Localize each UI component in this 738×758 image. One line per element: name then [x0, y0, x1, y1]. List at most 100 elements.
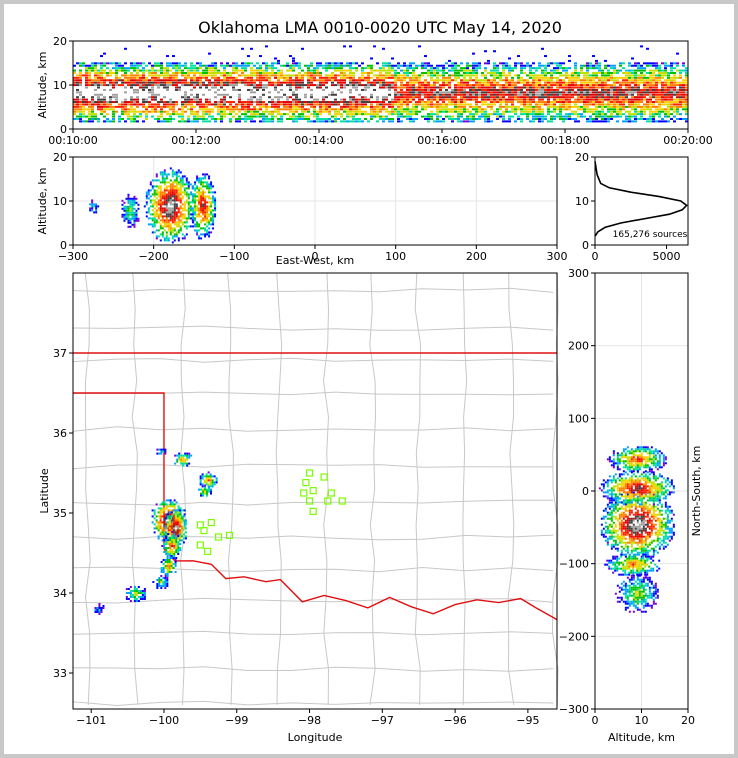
- lma-station-marker: [204, 547, 212, 556]
- ns-density-cell: [604, 553, 661, 576]
- altitude-time-density: [73, 45, 688, 123]
- y-tick-label: 20: [53, 35, 67, 48]
- ns-density-cell: [606, 446, 667, 473]
- x-tick-label: −95: [516, 714, 539, 727]
- y-axis-label: Altitude, km: [36, 51, 49, 118]
- lma-station-marker: [305, 497, 314, 505]
- plan-density-cell: [174, 452, 193, 467]
- x-tick-label: 00:16:00: [417, 134, 466, 147]
- x-tick-label: 00:10:00: [48, 134, 97, 147]
- x-tick-label: 00:12:00: [171, 134, 220, 147]
- x-tick-label: 20: [681, 714, 695, 727]
- source-count-label: 165,276 sources: [613, 230, 688, 240]
- lma-station-marker: [300, 489, 308, 497]
- county-line: [72, 325, 554, 331]
- plan-view-map-panel: −101 −100 −99 −98 −97 −96 −95 33 34 35 36 37 Longitu…: [38, 272, 559, 744]
- x-tick-label: 5000: [653, 250, 681, 263]
- county-line: [72, 566, 554, 573]
- x-axis-label: Altitude, km: [608, 731, 675, 744]
- lma-station-marker: [302, 479, 310, 487]
- y-tick-label: 0: [60, 123, 67, 136]
- y-tick-label: 0: [60, 239, 67, 252]
- altitude-histogram-panel: 0 10 20 0 5000: [575, 151, 689, 263]
- x-tick-label: −101: [76, 714, 106, 727]
- lma-station-marker: [196, 521, 204, 529]
- chart-title: Oklahoma LMA 0010-0020 UTC May 14, 2020: [198, 18, 562, 37]
- y-tick-label: 300: [568, 267, 589, 280]
- x-tick-label: −96: [443, 714, 466, 727]
- lma-stations: [196, 469, 346, 556]
- x-tick-label: 100: [385, 250, 406, 263]
- x-tick-label: 0: [592, 714, 599, 727]
- x-axis-label: Longitude: [288, 731, 343, 744]
- ew-density-cell: [190, 173, 217, 240]
- county-line: [462, 272, 468, 706]
- county-line: [72, 287, 554, 293]
- county-line: [72, 463, 554, 470]
- county-line: [72, 499, 554, 506]
- y-tick-label: 0: [582, 485, 589, 498]
- x-tick-label: −99: [225, 714, 248, 727]
- x-tick-label: −100: [149, 714, 179, 727]
- y-tick-label: 10: [53, 79, 67, 92]
- county-line: [179, 272, 187, 706]
- x-tick-label: 10: [635, 714, 649, 727]
- county-line: [227, 272, 234, 706]
- county-line: [131, 272, 139, 706]
- plan-density-cell: [94, 603, 105, 615]
- ns-density-cell: [614, 574, 659, 613]
- county-line: [72, 357, 554, 363]
- altitude-time-panel: 0 10 20 00:10:00 00:12:00 00:14:00 00:16:00 00:…: [36, 35, 713, 147]
- county-line: [72, 700, 554, 707]
- plan-density-cell: [199, 471, 218, 488]
- x-tick-label: −200: [139, 250, 169, 263]
- y-tick-label: 0: [582, 239, 589, 252]
- red-river-border: [163, 548, 558, 621]
- ns-density-cell: [598, 469, 675, 506]
- plan-density-cell: [156, 448, 167, 455]
- county-line: [551, 272, 559, 706]
- lma-station-marker: [207, 518, 215, 527]
- texas-panhandle-border: [73, 392, 165, 549]
- lma-station-marker: [338, 497, 346, 505]
- county-line: [72, 630, 554, 636]
- county-line: [322, 272, 330, 706]
- y-tick-label: 36: [53, 427, 67, 440]
- county-line: [369, 272, 377, 706]
- county-line: [72, 666, 554, 672]
- y-tick-label: 200: [568, 340, 589, 353]
- x-tick-label: −98: [298, 714, 321, 727]
- x-tick-label: −100: [219, 250, 249, 263]
- x-tick-label: 200: [466, 250, 487, 263]
- county-line: [84, 272, 91, 706]
- y-tick-label: 10: [575, 195, 589, 208]
- y-tick-label: 10: [53, 195, 67, 208]
- ew-density-cell: [89, 199, 100, 214]
- altitude-histogram-line: [594, 161, 688, 237]
- x-axis-label: East-West, km: [276, 254, 354, 267]
- altitude-north-south-panel: −300 −200 −100 0 100 200 300 0 10 20 Altitude, km N…: [559, 267, 703, 744]
- lma-station-marker: [309, 507, 317, 515]
- lma-station-marker: [225, 531, 234, 540]
- x-tick-label: 300: [547, 250, 568, 263]
- y-axis-label: Altitude, km: [36, 167, 49, 234]
- y-tick-label: 35: [53, 507, 67, 520]
- lma-station-marker: [200, 526, 208, 535]
- lma-station-marker: [320, 473, 328, 481]
- x-tick-label: 00:20:00: [663, 134, 712, 147]
- y-tick-label: 37: [53, 347, 67, 360]
- x-tick-label: −97: [371, 714, 394, 727]
- ew-density-cell: [121, 193, 140, 228]
- x-tick-label: 0: [312, 250, 319, 263]
- y-tick-label: 33: [53, 667, 67, 680]
- y-axis-label: North-South, km: [690, 446, 703, 537]
- county-line: [275, 272, 283, 706]
- y-tick-label: −100: [559, 558, 589, 571]
- x-tick-label: 00:14:00: [294, 134, 343, 147]
- county-line: [72, 534, 554, 541]
- y-tick-label: 100: [568, 412, 589, 425]
- lma-station-marker: [309, 487, 317, 495]
- y-tick-label: −200: [559, 630, 589, 643]
- lma-station-marker: [214, 533, 223, 541]
